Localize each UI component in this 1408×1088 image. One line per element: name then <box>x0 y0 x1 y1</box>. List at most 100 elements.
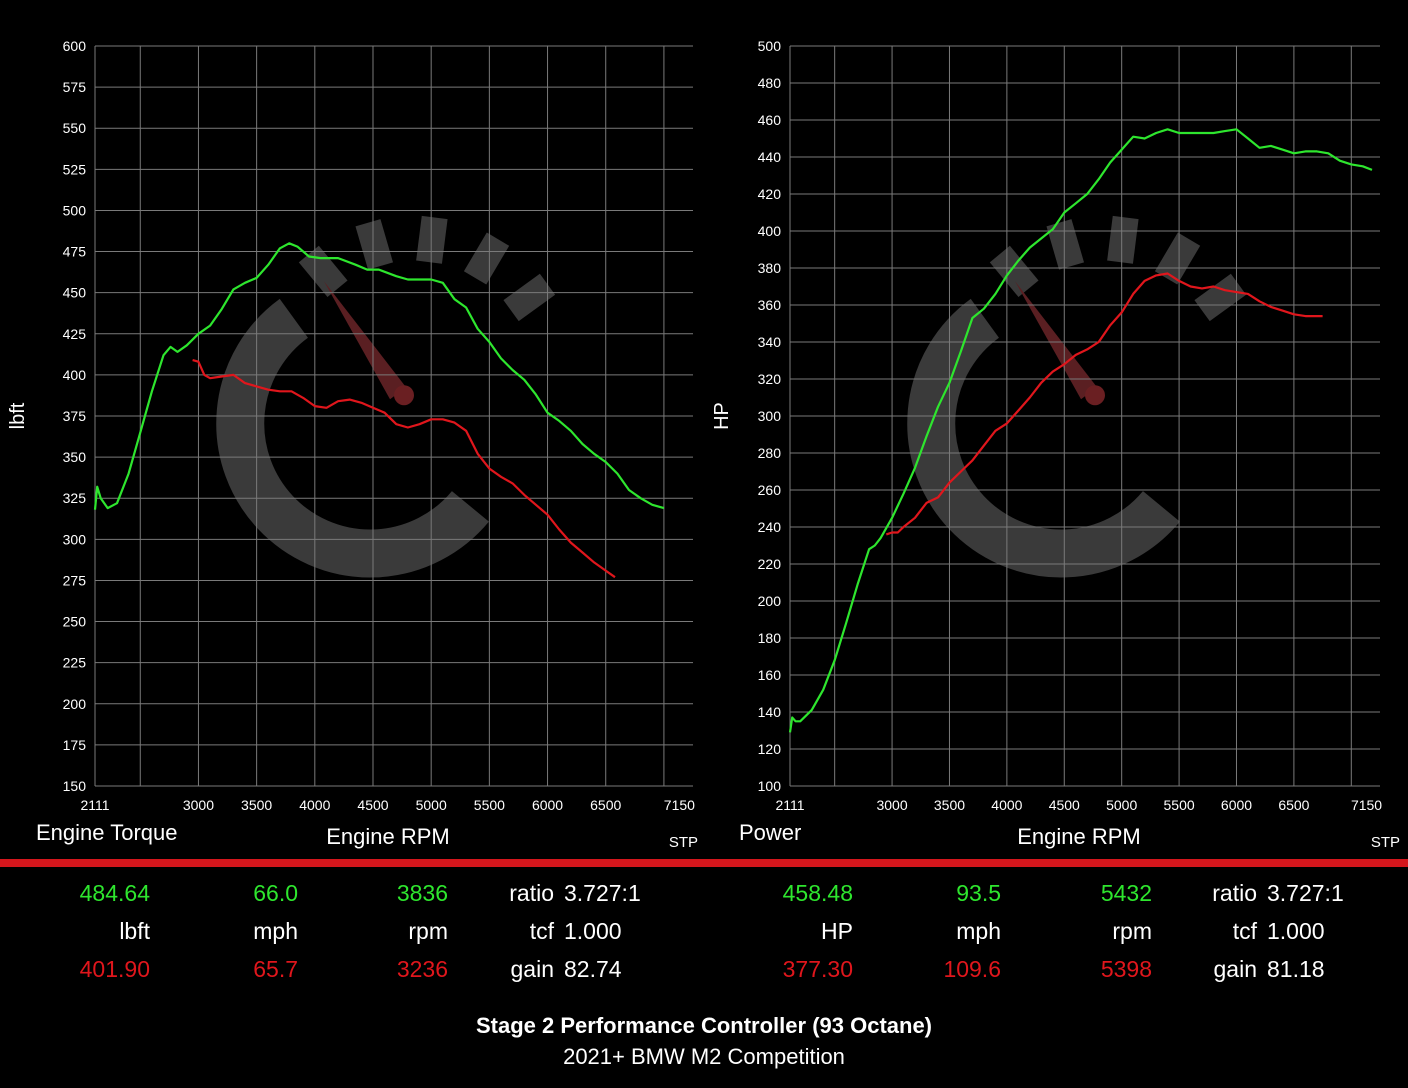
dyno-charts: 150 175 200 225 250 275 300 325 350 375 400 425 450 4… <box>7 38 1400 851</box>
power-watermark-tick <box>1154 232 1201 285</box>
power-watermark-tick <box>1107 215 1139 264</box>
torque-x-tick-label: 4500 <box>357 797 388 813</box>
power-gain-label: gain <box>1213 956 1257 982</box>
power-unit-speed: mph <box>956 918 1001 944</box>
power-grid <box>789 45 1380 787</box>
torque-ratio-value: 3.727:1 <box>564 880 641 906</box>
torque-before-rpm: 3236 <box>396 956 448 982</box>
power-x-tick-label: 4500 <box>1049 797 1080 813</box>
power-y-tick-label: 180 <box>758 630 782 646</box>
power-y-tick-label: 200 <box>758 593 782 609</box>
torque-watermark-tachometer-c-logo <box>216 215 556 578</box>
power-watermark-tick <box>989 245 1039 298</box>
power-y-tick-label: 220 <box>758 556 782 572</box>
torque-before-speed: 65.7 <box>253 956 298 982</box>
power-y-tick-label: 300 <box>758 408 782 424</box>
torque-x-tick-label: 3500 <box>241 797 272 813</box>
torque-y-tick-label: 500 <box>63 202 87 218</box>
torque-unit-rpm: rpm <box>408 918 448 944</box>
power-watermark-tick <box>1194 273 1247 322</box>
power-x-axis-label: Engine RPM <box>1017 824 1141 849</box>
torque-watermark-tick <box>463 232 510 285</box>
power-y-tick-label: 420 <box>758 186 782 202</box>
power-watermark-arc <box>907 298 1180 578</box>
torque-unit-speed: mph <box>253 918 298 944</box>
torque-correction-label: STP <box>669 834 698 851</box>
power-gain-value: 81.18 <box>1267 956 1325 982</box>
torque-watermark-tick <box>503 273 556 322</box>
power-y-tick-label: 280 <box>758 445 782 461</box>
power-x-tick-label: 7150 <box>1351 797 1382 813</box>
power-tcf-label: tcf <box>1232 918 1257 944</box>
power-y-tick-label: 240 <box>758 519 782 535</box>
torque-chart: 150 175 200 225 250 275 300 325 350 375 400 425 450 4… <box>7 38 698 851</box>
torque-y-tick-label: 600 <box>63 38 87 54</box>
power-after-value: 458.48 <box>782 880 853 906</box>
torque-tcf-label: tcf <box>529 918 554 944</box>
torque-grid <box>94 45 693 787</box>
torque-y-tick-label: 350 <box>63 449 87 465</box>
torque-y-tick-label: 375 <box>63 408 87 424</box>
power-after-series-line <box>788 128 1373 733</box>
torque-chart-caption: Engine Torque <box>36 820 178 845</box>
torque-y-tick-label: 175 <box>63 737 87 753</box>
power-y-tick-label: 320 <box>758 371 782 387</box>
power-x-tick-label: 3000 <box>876 797 907 813</box>
torque-y-tick-label: 150 <box>63 778 87 794</box>
power-ratio-label: ratio <box>1212 880 1257 906</box>
power-y-axis-label: HP <box>711 402 733 430</box>
power-x-tick-label: 2111 <box>775 797 804 813</box>
red-divider <box>0 859 1408 867</box>
torque-before-value: 401.90 <box>79 956 150 982</box>
torque-ratio-label: ratio <box>509 880 554 906</box>
report-title: Stage 2 Performance Controller (93 Octan… <box>475 1013 933 1038</box>
power-x-tick-label: 5500 <box>1164 797 1195 813</box>
power-y-tick-label: 400 <box>758 223 782 239</box>
power-x-tick-label: 6000 <box>1221 797 1252 813</box>
torque-gain-value: 82.74 <box>564 956 622 982</box>
torque-x-tick-label: 6500 <box>590 797 621 813</box>
power-unit-rpm: rpm <box>1112 918 1152 944</box>
torque-x-tick-label: 5000 <box>416 797 447 813</box>
power-watermark-tachometer-c-logo <box>907 215 1247 578</box>
torque-unit-value: lbft <box>119 918 150 944</box>
power-y-tick-label: 160 <box>758 667 782 683</box>
torque-watermark-tick <box>416 215 448 264</box>
torque-watermark-arc <box>216 298 489 578</box>
torque-x-tick-label: 4000 <box>299 797 330 813</box>
power-y-tick-label: 480 <box>758 75 782 91</box>
power-y-tick-label: 440 <box>758 149 782 165</box>
power-y-tick-label: 360 <box>758 297 782 313</box>
power-x-tick-label: 6500 <box>1278 797 1309 813</box>
power-y-tick-label: 100 <box>758 778 782 794</box>
power-tcf-value: 1.000 <box>1267 918 1325 944</box>
power-x-tick-label: 4000 <box>991 797 1022 813</box>
torque-y-tick-label: 525 <box>63 161 87 177</box>
torque-x-tick-label: 6000 <box>532 797 563 813</box>
torque-y-tick-label: 225 <box>63 655 87 671</box>
torque-y-tick-label: 325 <box>63 490 87 506</box>
power-chart: 100 120 140 160 180 200 220 240 260 280 300 320 340 3… <box>711 38 1400 851</box>
power-correction-label: STP <box>1371 834 1400 851</box>
report-subtitle: 2021+ BMW M2 Competition <box>563 1044 845 1069</box>
power-watermark-hub <box>1085 385 1105 406</box>
torque-y-tick-label: 200 <box>63 696 87 712</box>
power-x-tick-label: 3500 <box>934 797 965 813</box>
torque-y-tick-label: 275 <box>63 572 87 588</box>
power-before-series-line <box>885 272 1323 536</box>
torque-y-tick-label: 425 <box>63 326 87 342</box>
torque-gain-label: gain <box>510 956 554 982</box>
power-y-tick-label: 460 <box>758 112 782 128</box>
power-after-speed: 93.5 <box>956 880 1001 906</box>
power-after-rpm: 5432 <box>1100 880 1152 906</box>
power-x-tick-label: 5000 <box>1106 797 1137 813</box>
power-chart-caption: Power <box>739 820 801 845</box>
torque-tcf-value: 1.000 <box>564 918 622 944</box>
torque-x-tick-label: 7150 <box>664 797 695 813</box>
torque-x-tick-label: 2111 <box>80 797 109 813</box>
torque-watermark-tick <box>355 219 394 270</box>
power-before-value: 377.30 <box>782 956 853 982</box>
power-ratio-value: 3.727:1 <box>1267 880 1344 906</box>
power-y-tick-label: 340 <box>758 334 782 350</box>
